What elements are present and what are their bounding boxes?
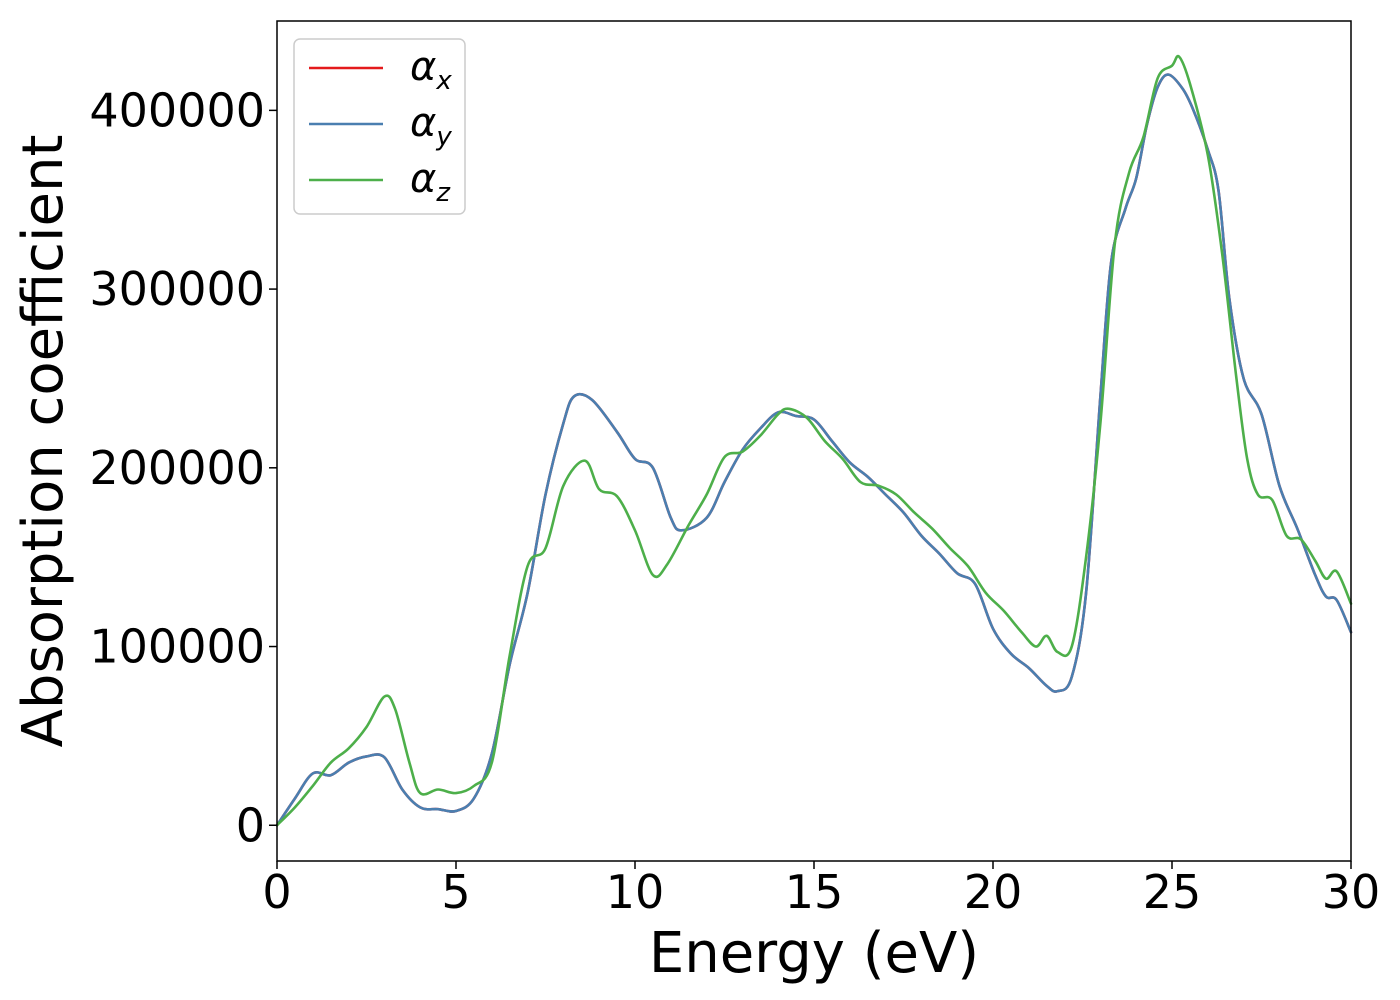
series-layer: [275, 54, 1353, 827]
x-axis-ticks: 0 5 10 15 20 25 30: [262, 861, 1380, 919]
y-tick-label: 200000: [89, 441, 265, 495]
y-axis-label: Absorption coefficient: [11, 135, 76, 748]
x-axis-label: Energy (eV): [649, 921, 979, 986]
x-tick-label: 25: [1143, 865, 1202, 919]
y-tick-label: 100000: [89, 620, 265, 674]
x-tick-label: 15: [785, 865, 844, 919]
x-tick-label: 10: [606, 865, 665, 919]
legend-frame: [293, 38, 466, 215]
series-line-alpha-z: [275, 54, 1353, 827]
x-tick-label: 5: [441, 865, 470, 919]
x-tick-label: 0: [262, 865, 291, 919]
y-tick-label: 300000: [89, 262, 265, 316]
y-tick-label: 400000: [89, 83, 265, 137]
y-axis-ticks: 0 100000 200000 300000 400000: [89, 83, 277, 852]
y-tick-label: 0: [236, 798, 265, 852]
x-tick-label: 20: [964, 865, 1023, 919]
series-line-alpha-y: [275, 73, 1353, 827]
x-tick-label: 30: [1322, 865, 1381, 919]
